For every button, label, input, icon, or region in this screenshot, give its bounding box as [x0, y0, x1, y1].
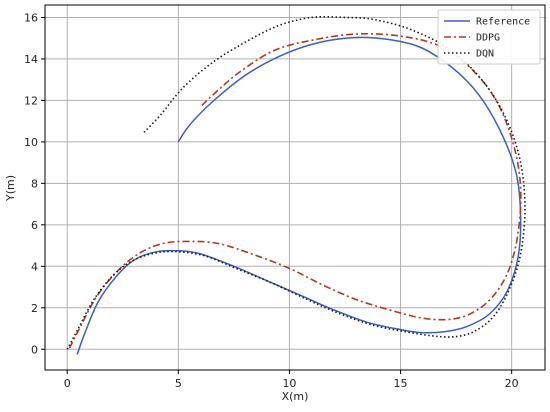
x-tick-label: 15: [394, 377, 408, 390]
x-tick-label: 5: [175, 377, 182, 390]
legend: Reference DDPG DQN: [437, 9, 541, 65]
y-tick-label: 14: [24, 53, 38, 66]
tick-labels: 0 5 10 15 20 0 2 4 6 8 10 12 14 16: [24, 11, 519, 390]
x-axis-label: X(m): [282, 390, 309, 403]
x-tick-label: 0: [64, 377, 71, 390]
legend-label-ddpg: DDPG: [476, 33, 500, 44]
series-line-ddpg: [68, 32, 522, 349]
series-group: [66, 15, 526, 355]
y-tick-label: 12: [24, 94, 38, 107]
x-tick-label: 20: [505, 377, 519, 390]
y-tick-label: 16: [24, 11, 38, 24]
series-line-reference: [76, 36, 522, 355]
y-tick-label: 4: [31, 260, 38, 273]
grid: [45, 5, 545, 370]
plot-background: [45, 5, 545, 370]
x-tick-label: 10: [282, 377, 296, 390]
legend-label-reference: Reference: [476, 17, 530, 28]
y-tick-label: 6: [31, 219, 38, 232]
y-tick-label: 8: [31, 177, 38, 190]
plot-frame: [44, 4, 546, 371]
y-tick-label: 10: [24, 136, 38, 149]
series-line-dqn: [66, 15, 526, 350]
legend-box: [437, 9, 541, 65]
legend-label-dqn: DQN: [476, 49, 494, 60]
y-tick-label: 0: [31, 343, 38, 356]
y-axis-label: Y(m): [4, 175, 17, 202]
y-tick-label: 2: [31, 302, 38, 315]
